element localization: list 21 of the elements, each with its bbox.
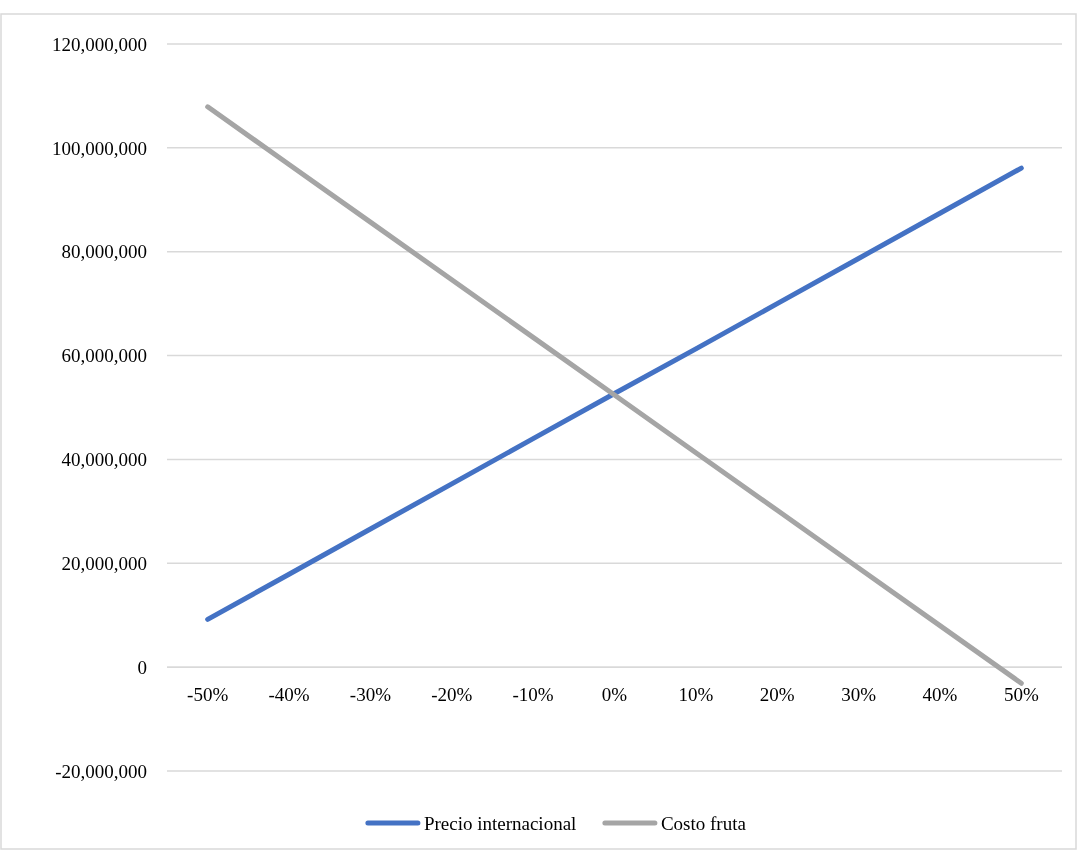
x-tick-label: 0% [601, 684, 628, 706]
x-tick-label: -50% [187, 684, 229, 706]
y-tick-label: 0 [137, 656, 147, 678]
y-tick-label: 40,000,000 [61, 449, 147, 471]
y-tick-label: -20,000,000 [55, 760, 147, 782]
x-tick-label: 50% [1003, 684, 1039, 706]
y-tick-label: 20,000,000 [61, 552, 147, 574]
x-tick-label: -40% [268, 684, 310, 706]
x-tick-label: -20% [431, 684, 473, 706]
y-tick-label: 120,000,000 [52, 33, 147, 55]
y-tick-label: 60,000,000 [61, 345, 147, 367]
x-tick-label: -10% [512, 684, 554, 706]
legend-label: Costo fruta [660, 812, 747, 834]
legend-label: Precio internacional [423, 812, 577, 834]
x-tick-label: 10% [678, 684, 714, 706]
x-tick-label: 40% [922, 684, 958, 706]
x-tick-label: -30% [349, 684, 392, 706]
y-tick-label: 100,000,000 [52, 137, 147, 159]
y-tick-label: 80,000,000 [61, 241, 147, 263]
x-tick-label: 20% [759, 684, 795, 706]
x-tick-label: 30% [841, 684, 877, 706]
